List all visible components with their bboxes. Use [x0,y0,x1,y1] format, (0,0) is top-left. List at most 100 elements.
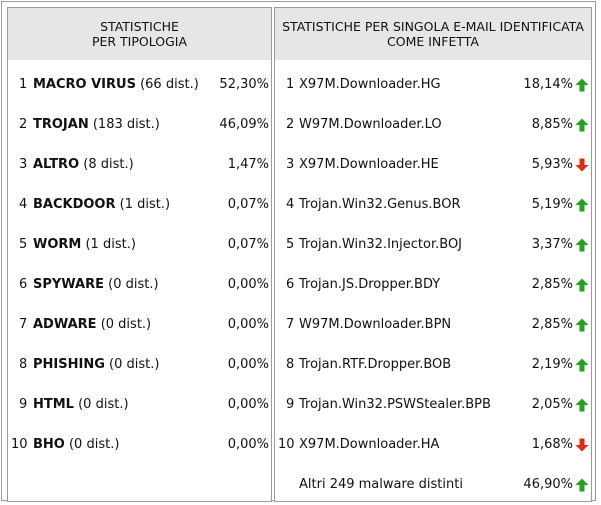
type-row: 3 ALTRO (8 dist.) 1,47% [8,155,271,175]
email-row-index: 2 [286,117,295,132]
arrow-up-icon [575,78,589,92]
arrow-up-icon [575,118,589,132]
email-row-name: X97M.Downloader.HG [299,77,441,92]
email-row-index: 9 [286,397,295,412]
email-row-index: 6 [286,277,295,292]
arrow-up-icon [575,238,589,252]
type-row-percent: 0,00% [227,357,269,372]
type-row: 2 TROJAN (183 dist.) 46,09% [8,115,271,135]
email-row-name: Trojan.Win32.Injector.BOJ [299,237,463,252]
type-row-index: 6 [19,277,28,292]
type-row-index: 5 [19,237,28,252]
arrow-up-icon [575,398,589,412]
email-row: 6 Trojan.JS.Dropper.BDY 2,85% [275,275,591,295]
email-row-percent: 2,85% [531,317,573,332]
type-row-name: HTML [33,397,74,412]
email-others-row: Altri 249 malware distinti 46,90% [275,475,591,495]
type-row-label: BHO (0 dist.) [33,435,119,455]
email-row-percent: 8,85% [531,117,573,132]
type-row: 5 WORM (1 dist.) 0,07% [8,235,271,255]
type-row-label: HTML (0 dist.) [33,395,129,415]
email-stats-panel: STATISTICHE PER SINGOLA E-MAIL IDENTIFIC… [274,7,592,502]
email-row-percent: 2,05% [531,397,573,412]
type-row-label: SPYWARE (0 dist.) [33,275,159,295]
type-row-percent: 0,07% [227,197,269,212]
type-row-index: 7 [19,317,28,332]
email-row-name: Trojan.RTF.Dropper.BOB [299,357,452,372]
arrow-up-icon [575,478,589,492]
type-row-percent: 0,00% [227,277,269,292]
email-row: 7 W97M.Downloader.BPN 2,85% [275,315,591,335]
type-row-detail: (0 dist.) [78,397,129,412]
email-row: 10 X97M.Downloader.HA 1,68% [275,435,591,455]
email-stats-header-line2: COME INFETTA [387,34,479,49]
type-row-label: ADWARE (0 dist.) [33,315,151,335]
email-row-index: 4 [286,197,295,212]
type-row-label: ALTRO (8 dist.) [33,155,134,175]
type-row-index: 1 [19,77,28,92]
type-row-label: TROJAN (183 dist.) [33,115,160,135]
email-others-percent: 46,90% [523,477,573,492]
type-row: 7 ADWARE (0 dist.) 0,00% [8,315,271,335]
type-row-name: WORM [33,237,82,252]
email-row: 5 Trojan.Win32.Injector.BOJ 3,37% [275,235,591,255]
email-row-percent: 5,93% [531,157,573,172]
type-row: 4 BACKDOOR (1 dist.) 0,07% [8,195,271,215]
arrow-up-icon [575,198,589,212]
type-row-percent: 46,09% [219,117,269,132]
type-row-detail: (0 dist.) [109,357,160,372]
type-row-name: TROJAN [33,117,89,132]
type-row-name: PHISHING [33,357,105,372]
type-row-index: 3 [19,157,28,172]
email-row: 2 W97M.Downloader.LO 8,85% [275,115,591,135]
email-row: 1 X97M.Downloader.HG 18,14% [275,75,591,95]
type-row-index: 4 [19,197,28,212]
type-row-index: 8 [19,357,28,372]
type-row-percent: 0,00% [227,437,269,452]
email-row-name: W97M.Downloader.LO [299,117,442,132]
email-row-percent: 2,19% [531,357,573,372]
email-row-percent: 18,14% [523,77,573,92]
type-row-name: ADWARE [33,317,97,332]
type-row-name: SPYWARE [33,277,105,292]
type-row-index: 10 [11,437,28,452]
type-row: 6 SPYWARE (0 dist.) 0,00% [8,275,271,295]
email-stats-header-line1: STATISTICHE PER SINGOLA E-MAIL IDENTIFIC… [282,19,584,34]
arrow-up-icon [575,278,589,292]
email-row: 9 Trojan.Win32.PSWStealer.BPB 2,05% [275,395,591,415]
email-row-index: 7 [286,317,295,332]
type-row: 1 MACRO VIRUS (66 dist.) 52,30% [8,75,271,95]
email-others-label: Altri 249 malware distinti [299,477,463,492]
arrow-up-icon [575,318,589,332]
email-row-name: Trojan.Win32.Genus.BOR [299,197,461,212]
type-row-label: MACRO VIRUS (66 dist.) [33,75,199,95]
email-row-index: 8 [286,357,295,372]
type-row: 10 BHO (0 dist.) 0,00% [8,435,271,455]
arrow-up-icon [575,358,589,372]
email-row: 8 Trojan.RTF.Dropper.BOB 2,19% [275,355,591,375]
arrow-down-icon [575,158,589,172]
type-row-label: WORM (1 dist.) [33,235,136,255]
type-row-percent: 1,47% [227,157,269,172]
type-row-name: BHO [33,437,65,452]
email-row-percent: 2,85% [531,277,573,292]
type-row-detail: (0 dist.) [68,437,120,452]
email-row-name: X97M.Downloader.HA [299,437,440,452]
type-row-detail: (8 dist.) [83,157,134,172]
type-row-name: BACKDOOR [33,197,116,212]
type-row-detail: (1 dist.) [119,197,171,212]
type-stats-panel: STATISTICHE PER TIPOLOGIA 1 MACRO VIRUS (… [7,7,272,502]
email-row-percent: 1,68% [531,437,573,452]
type-row-detail: (0 dist.) [108,277,159,292]
type-row-detail: (0 dist.) [100,317,152,332]
type-row-name: ALTRO [33,157,80,172]
email-row-name: X97M.Downloader.HE [299,157,439,172]
type-row-index: 2 [19,117,28,132]
email-row: 3 X97M.Downloader.HE 5,93% [275,155,591,175]
type-stats-header-line2: PER TIPOLOGIA [91,34,188,49]
type-row: 8 PHISHING (0 dist.) 0,00% [8,355,271,375]
type-row-index: 9 [19,397,28,412]
type-row-percent: 0,00% [227,397,269,412]
email-row-index: 10 [278,437,295,452]
